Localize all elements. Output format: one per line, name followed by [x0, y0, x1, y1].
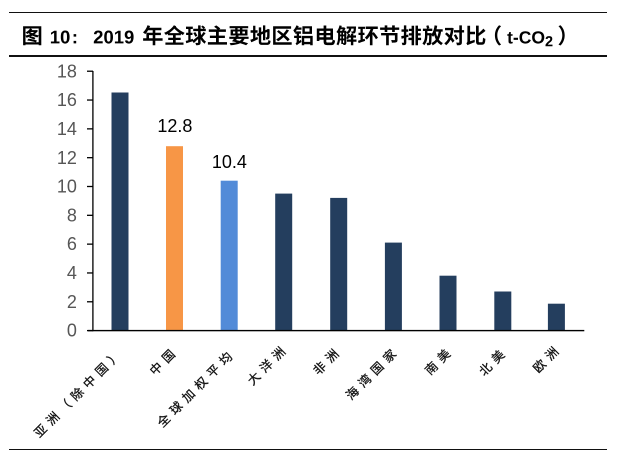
svg-text:16: 16	[57, 90, 77, 110]
svg-text:12.8: 12.8	[157, 116, 192, 136]
svg-text:6: 6	[67, 234, 77, 254]
svg-text:12: 12	[57, 148, 77, 168]
svg-text:10: 10	[57, 177, 77, 197]
svg-text:4: 4	[67, 263, 77, 283]
svg-text:8: 8	[67, 205, 77, 225]
svg-text:10.4: 10.4	[212, 152, 247, 172]
svg-text:2: 2	[67, 292, 77, 312]
svg-text:14: 14	[57, 119, 77, 139]
svg-text:0: 0	[67, 321, 77, 341]
svg-text:18: 18	[57, 61, 77, 81]
